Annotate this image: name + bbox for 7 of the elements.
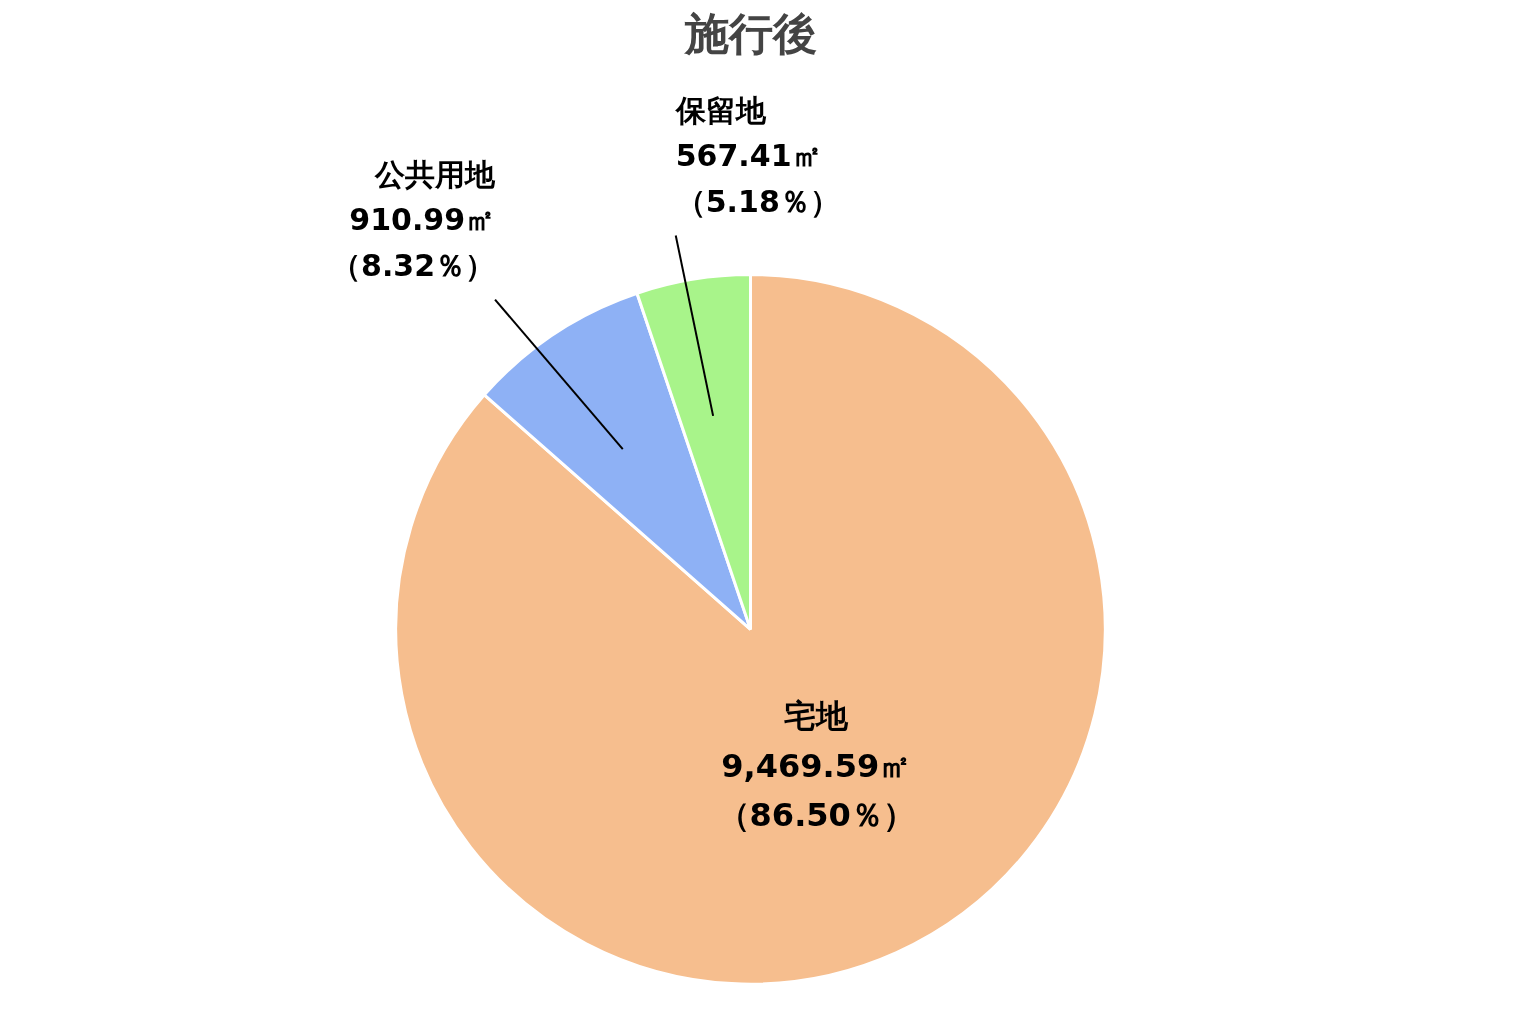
slice-label: 公共用地 — [374, 156, 497, 192]
slice-label: 宅地 — [784, 697, 850, 736]
chart-title: 施行後 — [682, 7, 817, 59]
slice-label: 保留地 — [674, 92, 767, 128]
data-label: 910.99㎡（8.32％） — [331, 202, 496, 283]
data-label: 567.41㎡（5.18％） — [675, 138, 840, 219]
data-label: 9,469.59㎡（86.50％） — [717, 746, 915, 835]
